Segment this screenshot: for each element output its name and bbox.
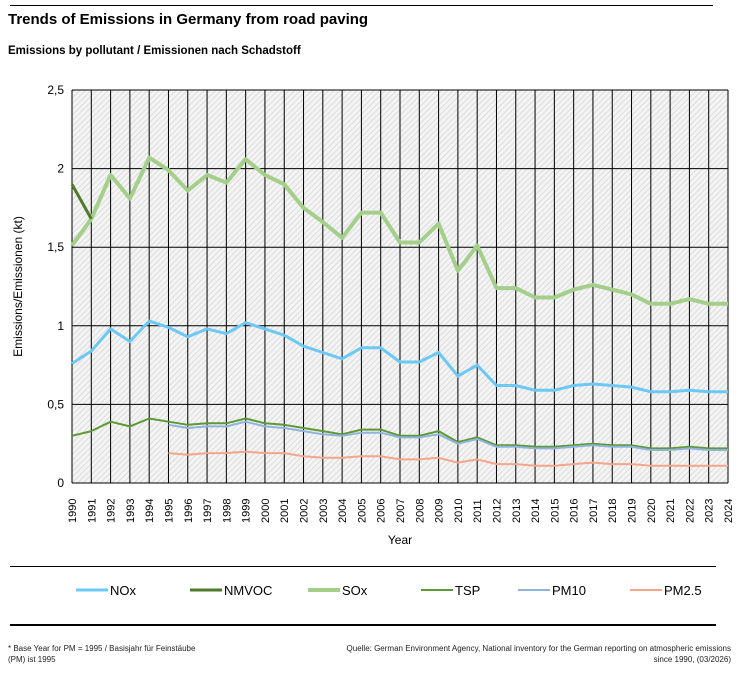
x-tick-label: 2024 <box>723 499 735 523</box>
y-tick-label: 0 <box>57 476 64 490</box>
x-tick-label: 2020 <box>646 499 658 523</box>
x-tick-label: 1990 <box>67 499 79 523</box>
x-tick-label: 2000 <box>260 499 272 523</box>
x-tick-label: 2019 <box>627 499 639 523</box>
x-tick-label: 2001 <box>279 499 291 523</box>
legend-label: TSP <box>455 583 480 598</box>
x-tick-label: 2023 <box>704 499 716 523</box>
x-tick-label: 2009 <box>434 499 446 523</box>
legend-label: NMVOC <box>224 583 272 598</box>
x-tick-label: 1992 <box>106 499 118 523</box>
legend-label: SOx <box>342 583 368 598</box>
series-tsp-line <box>71 417 729 450</box>
series-nox-line <box>71 319 729 394</box>
x-tick-label: 1991 <box>86 499 98 523</box>
x-tick-label: 2011 <box>472 499 484 523</box>
x-tick-label: 2016 <box>569 499 581 523</box>
legend-item-sox: SOx <box>308 583 368 598</box>
x-tick-label: 2010 <box>453 499 465 523</box>
y-tick-label: 2,5 <box>47 83 64 97</box>
legend-top-rule <box>10 566 716 567</box>
x-tick-label: 1998 <box>221 499 233 523</box>
x-tick-label: 2021 <box>665 499 677 523</box>
legend-label: PM2.5 <box>664 583 702 598</box>
series-nmvoc-line <box>70 183 93 220</box>
y-tick-label: 0,5 <box>47 397 64 411</box>
x-tick-label: 2017 <box>588 499 600 523</box>
x-tick-label: 2007 <box>395 499 407 523</box>
x-tick-label: 2002 <box>299 499 311 523</box>
x-tick-label: 2005 <box>356 499 368 523</box>
series-line <box>168 420 728 451</box>
x-tick-label: 2003 <box>318 499 330 523</box>
x-tick-label: 1997 <box>202 499 214 523</box>
series-line <box>168 450 728 467</box>
footnote: * Base Year for PM = 1995 / Basisjahr fü… <box>8 644 196 664</box>
source-line-1: Quelle: German Environment Agency, Natio… <box>346 644 731 653</box>
series-sox-line <box>70 155 729 306</box>
y-tick-label: 2 <box>57 162 64 176</box>
series-pm25-line <box>168 450 729 467</box>
x-tick-label: 1993 <box>125 499 137 523</box>
legend-bottom-rule <box>10 624 716 626</box>
x-axis-label: Year <box>388 533 412 547</box>
x-tick-label: 2014 <box>530 499 542 523</box>
x-tick-label: 1995 <box>163 499 175 523</box>
legend-item-nmvoc: NMVOC <box>190 583 272 598</box>
series-pm10-line <box>168 420 729 451</box>
x-tick-label: 2018 <box>607 499 619 523</box>
chart-subtitle: Emissions by pollutant / Emissionen nach… <box>8 45 301 57</box>
y-axis-label: Emissions/Emissionen (kt) <box>11 216 25 357</box>
legend-item-tsp: TSP <box>421 583 480 598</box>
top-rule <box>10 5 713 6</box>
legend-item-nox: NOx <box>76 583 137 598</box>
x-tick-label: 2013 <box>511 499 523 523</box>
x-tick-label: 2015 <box>549 499 561 523</box>
x-tick-label: 2012 <box>491 499 503 523</box>
legend-item-pm10: PM10 <box>518 583 586 598</box>
chart-title: Trends of Emissions in Germany from road… <box>8 11 369 28</box>
series-line <box>70 183 93 220</box>
source-line-2: since 1990, (03/2026) <box>653 655 731 664</box>
legend-label: NOx <box>110 583 137 598</box>
x-tick-label: 1996 <box>183 499 195 523</box>
y-tick-label: 1,5 <box>47 240 64 254</box>
y-tick-label: 1 <box>57 319 64 333</box>
x-tick-label: 2004 <box>337 499 349 523</box>
x-tick-label: 2006 <box>376 499 388 523</box>
legend-label: PM10 <box>552 583 586 598</box>
x-tick-label: 1999 <box>241 499 253 523</box>
x-tick-label: 1994 <box>144 499 156 523</box>
x-tick-label: 2022 <box>684 499 696 523</box>
x-tick-label: 2008 <box>414 499 426 523</box>
legend-item-pm25: PM2.5 <box>630 583 702 598</box>
